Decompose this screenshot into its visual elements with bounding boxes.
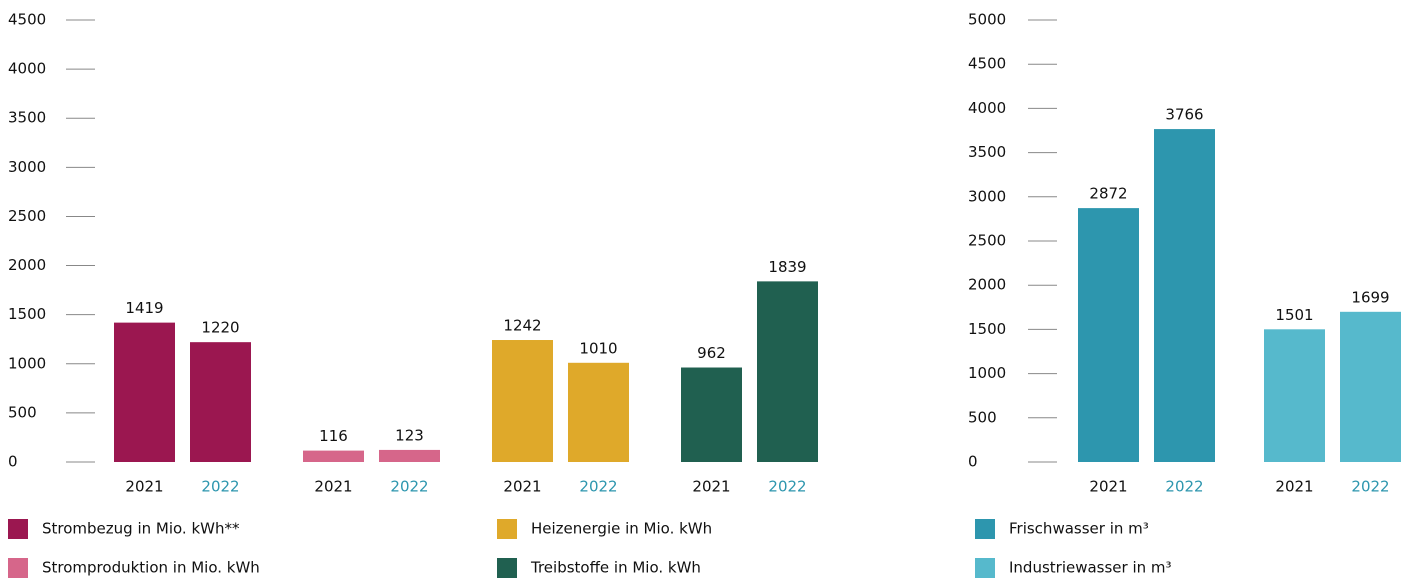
y-tick-label: 3000 [8, 158, 46, 176]
x-tick-label: 2021 [1275, 478, 1313, 496]
y-tick-label: 2000 [968, 276, 1006, 294]
legend-swatch [497, 558, 517, 578]
bar [379, 449, 440, 462]
legend-swatch [975, 558, 995, 578]
x-tick-label: 2021 [1089, 478, 1127, 496]
y-tick-label: 3000 [968, 187, 1006, 205]
y-tick-label: 1500 [968, 320, 1006, 338]
value-label: 1010 [579, 339, 617, 357]
value-label: 962 [697, 344, 726, 362]
value-label: 1699 [1351, 288, 1389, 306]
x-tick-label: 2022 [579, 478, 617, 496]
value-label: 2872 [1089, 185, 1127, 203]
value-label: 3766 [1165, 106, 1203, 124]
y-tick-label: 4000 [968, 99, 1006, 117]
legend-swatch [8, 519, 28, 539]
y-tick-label: 0 [968, 453, 978, 471]
x-tick-label: 2021 [503, 478, 541, 496]
value-label: 123 [395, 426, 424, 444]
y-tick-label: 0 [8, 453, 18, 471]
x-tick-label: 2022 [1165, 478, 1203, 496]
y-tick-label: 5000 [968, 11, 1006, 29]
legend-swatch [975, 519, 995, 539]
legend-label: Treibstoffe in Mio. kWh [530, 559, 701, 577]
value-label: 1220 [201, 319, 239, 337]
bar [303, 450, 364, 462]
value-label: 1501 [1275, 306, 1313, 324]
bar [114, 322, 175, 462]
bar [1154, 129, 1215, 462]
legend-label: Heizenergie in Mio. kWh [531, 520, 712, 538]
value-label: 1242 [503, 317, 541, 335]
bar [190, 342, 251, 462]
x-tick-label: 2021 [125, 478, 163, 496]
y-tick-label: 3500 [968, 143, 1006, 161]
bar [1264, 329, 1325, 462]
y-tick-label: 500 [8, 403, 37, 421]
y-tick-label: 4500 [968, 55, 1006, 73]
bar [1078, 208, 1139, 462]
x-tick-label: 2022 [768, 478, 806, 496]
legend-label: Frischwasser in m³ [1009, 520, 1149, 538]
bar [681, 367, 742, 462]
bar [1340, 311, 1401, 462]
x-tick-label: 2022 [390, 478, 428, 496]
y-tick-label: 1000 [8, 354, 46, 372]
x-tick-label: 2021 [692, 478, 730, 496]
legend-swatch [8, 558, 28, 578]
y-tick-label: 2500 [968, 232, 1006, 250]
y-tick-label: 1500 [8, 305, 46, 323]
x-tick-label: 2022 [1351, 478, 1389, 496]
y-tick-label: 1000 [968, 364, 1006, 382]
legend-label: Industriewasser in m³ [1009, 559, 1172, 577]
value-label: 116 [319, 427, 348, 445]
legend-label: Strombezug in Mio. kWh** [42, 520, 240, 538]
bar [492, 340, 553, 462]
value-label: 1419 [125, 299, 163, 317]
x-tick-label: 2022 [201, 478, 239, 496]
legend-label: Stromproduktion in Mio. kWh [42, 559, 260, 577]
y-tick-label: 2500 [8, 207, 46, 225]
x-tick-label: 2021 [314, 478, 352, 496]
y-tick-label: 4500 [8, 11, 46, 29]
legend-swatch [497, 519, 517, 539]
y-tick-label: 4000 [8, 60, 46, 78]
y-tick-label: 500 [968, 408, 997, 426]
y-tick-label: 2000 [8, 256, 46, 274]
value-label: 1839 [768, 258, 806, 276]
bar [757, 281, 818, 462]
bar [568, 362, 629, 462]
y-tick-label: 3500 [8, 109, 46, 127]
